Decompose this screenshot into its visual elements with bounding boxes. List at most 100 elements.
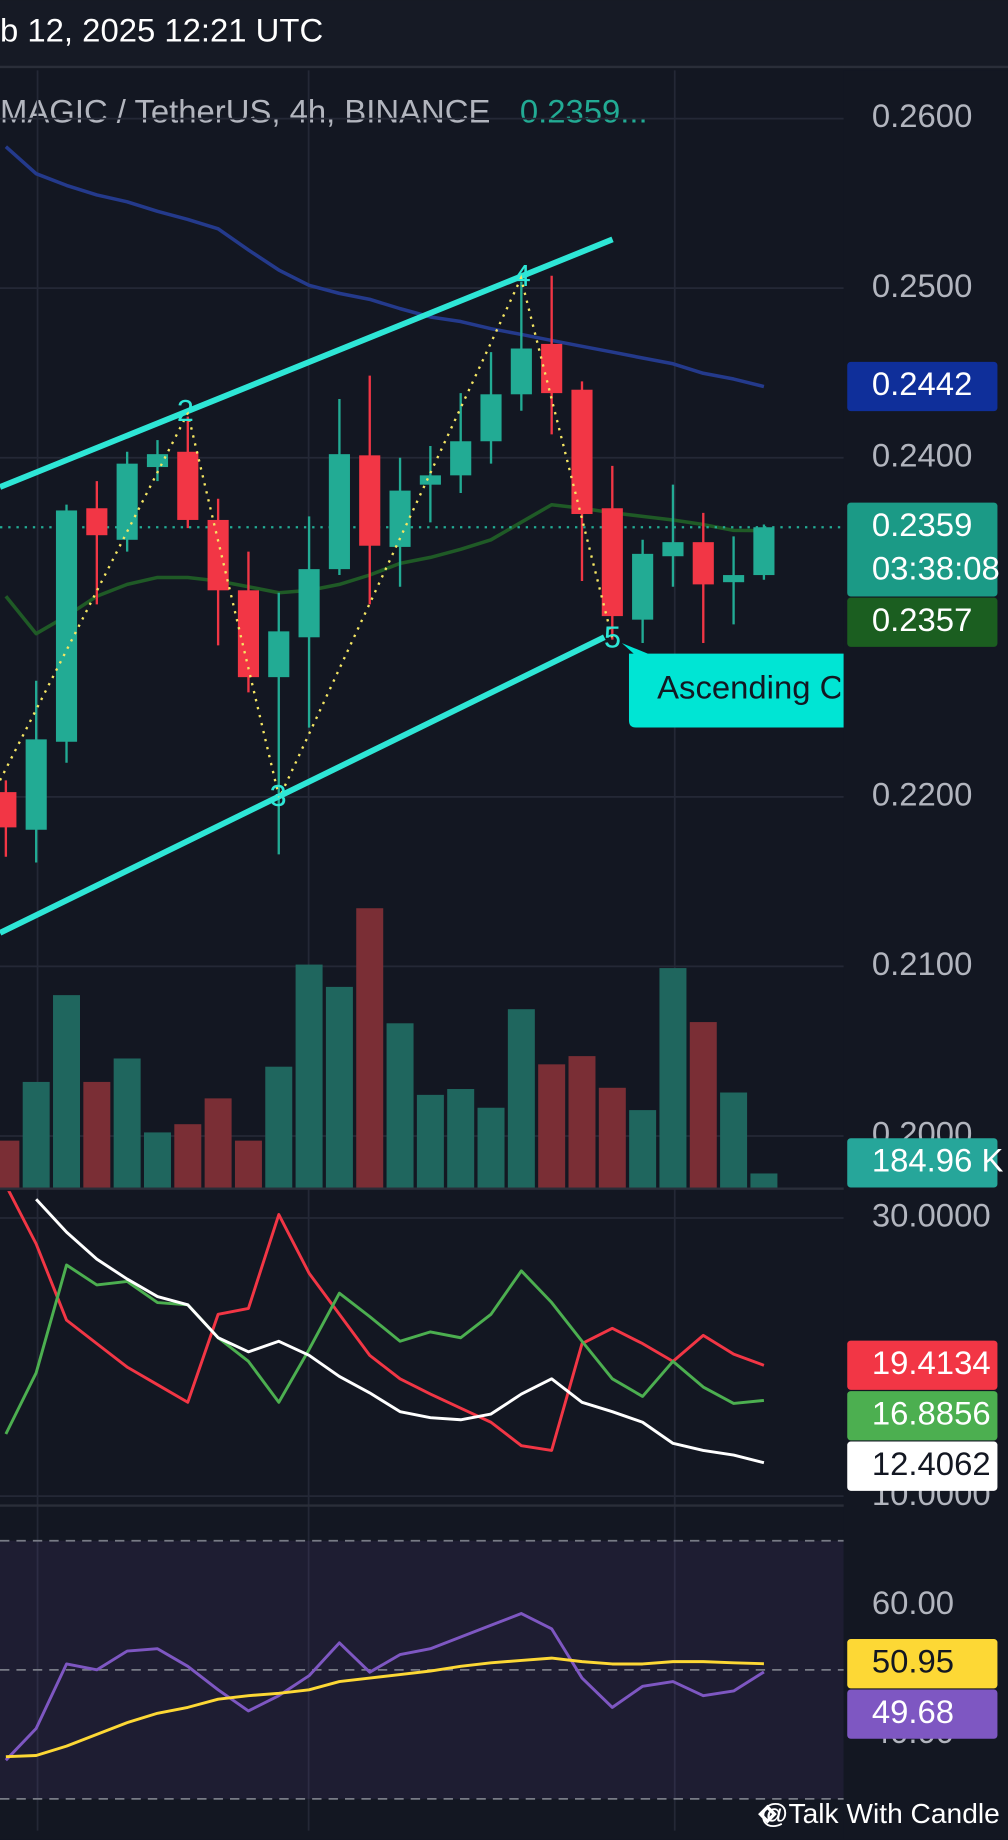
price-badge <box>847 502 998 597</box>
watermark-icon <box>758 1804 777 1824</box>
price-badge <box>847 1340 998 1390</box>
badge-label: 12.4062 <box>872 1445 991 1482</box>
volume-bar <box>477 1107 505 1188</box>
wave-label: 4 <box>514 259 531 293</box>
candle-body <box>389 490 411 547</box>
volume-bar <box>22 1081 50 1188</box>
candle-body <box>601 508 623 617</box>
candle-body <box>571 389 593 515</box>
last-price: 0.2359... <box>520 93 648 130</box>
volume-bar <box>295 964 323 1188</box>
candle-body <box>116 463 138 540</box>
price-badge <box>847 597 998 647</box>
volume-bar <box>234 1140 262 1188</box>
volume-bar <box>689 1022 717 1188</box>
badge-label: 0.2442 <box>872 365 972 402</box>
plot-layer <box>0 145 844 1800</box>
pattern-label: Ascending Channel <box>657 669 942 706</box>
axis-layer: 0.26000.25000.24000.22000.21000.200030.0… <box>872 97 991 1750</box>
rsi-band <box>0 1540 844 1799</box>
volume-bar <box>629 1110 657 1188</box>
wave-label: 5 <box>604 621 621 655</box>
wave-label: 3 <box>270 779 287 813</box>
volume-bar <box>659 968 687 1188</box>
candle-body <box>207 519 229 591</box>
volume-bar <box>143 1132 171 1188</box>
channel-upper <box>0 236 614 490</box>
volume-bar <box>83 1081 111 1188</box>
candle-body <box>146 454 169 468</box>
candle-body <box>328 454 350 570</box>
volume-bar <box>750 1173 778 1188</box>
indicator-line <box>4 1263 765 1435</box>
volume-bar <box>598 1087 626 1188</box>
watermark: @Talk With Candle <box>760 1798 1000 1829</box>
volume-bar <box>568 1056 596 1188</box>
price-badge <box>847 1138 998 1188</box>
grid-layer <box>0 70 844 1831</box>
volume-bar <box>386 1023 414 1188</box>
candle-body <box>0 792 17 828</box>
candle-body <box>86 508 108 536</box>
badge-label: 184.96 K <box>872 1142 1004 1179</box>
candle-body <box>25 739 47 830</box>
candle-body <box>541 343 563 394</box>
candle-body <box>55 510 78 742</box>
price-badge <box>847 1639 998 1689</box>
volume-bar <box>0 1140 20 1188</box>
indicator-line <box>7 1191 765 1452</box>
candle-body <box>632 553 654 620</box>
candle-body <box>450 441 472 476</box>
candle-body <box>177 451 199 520</box>
badge-layer: 0.2442 0.2359 03:38:08 0.2357 184.96 K 19.413… <box>847 361 1004 1739</box>
badge-label: 19.4134 <box>872 1344 991 1381</box>
candle-body <box>419 475 441 485</box>
volume-bar <box>356 908 384 1188</box>
candle-body <box>510 348 532 395</box>
indicator-line <box>35 1198 765 1465</box>
symbol-title: MAGIC / TetherUS, 4h, BINANCE <box>0 93 490 130</box>
wave-label: 2 <box>177 394 194 428</box>
y-tick-label: 30.0000 <box>872 1197 991 1234</box>
indicator-line <box>5 1656 764 1759</box>
volume-bars <box>0 908 778 1188</box>
price-badge <box>847 1391 998 1441</box>
pattern-label-box <box>621 643 844 728</box>
volume-bar <box>113 1058 141 1188</box>
header-bar <box>0 0 1008 67</box>
volume-bar <box>538 1064 566 1188</box>
volume-bar <box>174 1124 202 1188</box>
y-tick-label: 60.00 <box>872 1584 954 1621</box>
candle-body <box>237 590 260 678</box>
volume-bar <box>447 1089 475 1188</box>
channel-lower <box>0 634 606 936</box>
volume-bar <box>416 1094 444 1188</box>
badge-label: 16.8856 <box>872 1394 991 1431</box>
badge-label: 0.2359 <box>872 506 972 543</box>
candle-body <box>268 631 290 678</box>
candle-body <box>298 569 320 638</box>
indicator-line <box>4 145 765 389</box>
y-tick-label: 0.2600 <box>872 97 972 134</box>
badge-label: 50.95 <box>872 1642 954 1679</box>
candle-body <box>359 455 381 546</box>
candle-body <box>662 542 684 557</box>
badge-label: 0.2357 <box>872 601 972 638</box>
indicator <box>4 1612 765 1762</box>
badge-label: 49.68 <box>872 1693 954 1730</box>
volume-bar <box>325 986 353 1188</box>
badge-countdown: 03:38:08 <box>872 549 1000 586</box>
y-tick-label: 0.2400 <box>872 436 972 473</box>
y-tick-label: 0.2200 <box>872 776 972 813</box>
volume-bar <box>204 1098 232 1188</box>
candle-body <box>753 527 775 576</box>
candle-body <box>480 394 502 442</box>
y-tick-label: 0.2100 <box>872 945 972 982</box>
volume-bar <box>265 1066 293 1188</box>
volume-bar <box>720 1092 748 1188</box>
drawings <box>0 236 614 936</box>
candle-body <box>723 575 745 583</box>
price-badge <box>847 1689 998 1739</box>
